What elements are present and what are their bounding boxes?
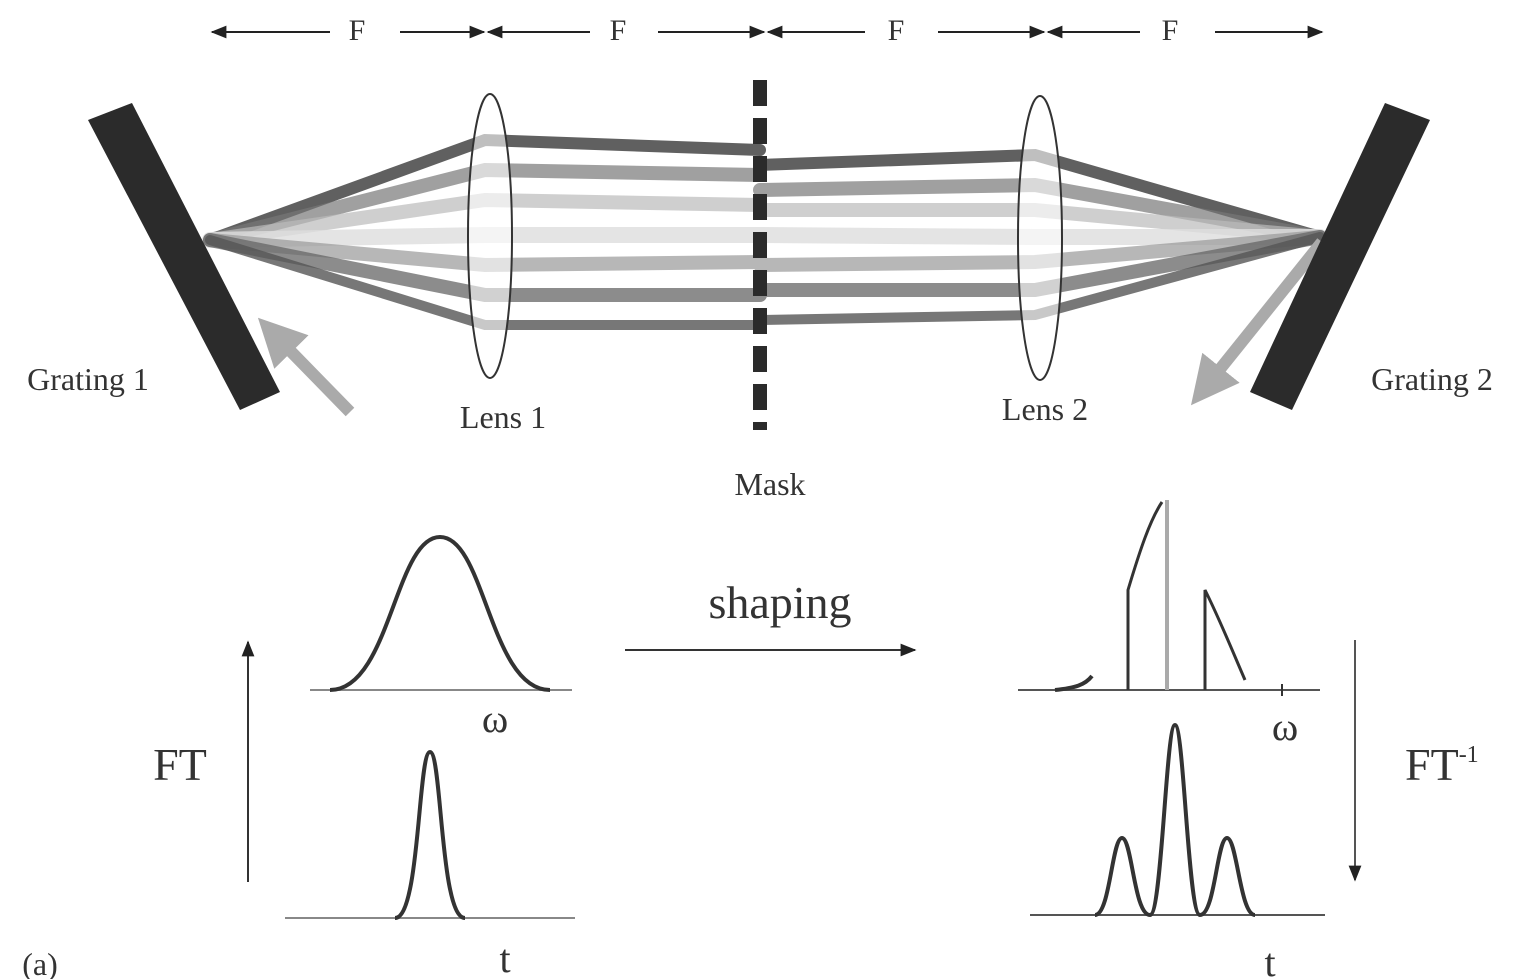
pulse-shaper-diagram: F F F F Grating 1 Lens 1 Mask Lens 2 Gra… [0,0,1518,979]
lens [1018,96,1062,380]
component-label: Lens 2 [1002,391,1088,427]
axis-label: t [1264,940,1275,979]
transform-label: FT [153,739,207,790]
input-plots [285,537,575,918]
spacing-label: F [349,14,366,47]
spacing-label: F [610,14,627,47]
spacing-label: F [1162,14,1179,47]
axis-label: ω [1272,704,1298,749]
axis-label: ω [482,696,508,741]
component-label: Grating 1 [27,361,149,397]
process-label: shaping [708,577,851,628]
component-label: Lens 1 [460,399,546,435]
axis-label: t [499,936,510,979]
component-label: Grating 2 [1371,361,1493,397]
transform-superscript: -1 [1459,742,1479,768]
lens [468,94,512,378]
transform-label: FT-1 [1405,739,1479,790]
component-label: Mask [734,466,805,502]
spacing-label: F [888,14,905,47]
transform-base: FT [1405,739,1459,790]
input-beam-arrow [268,328,350,412]
panel-label: (a) [22,946,58,979]
